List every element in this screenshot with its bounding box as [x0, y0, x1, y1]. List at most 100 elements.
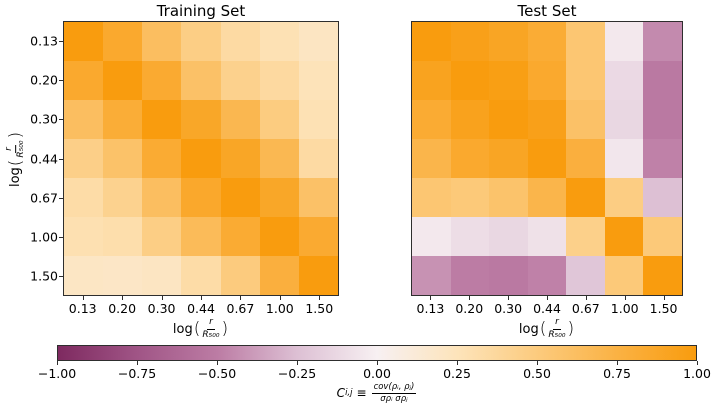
training-plot-title: Training Set — [156, 2, 246, 20]
heatmap-cell — [489, 61, 528, 100]
c-symbol: C — [336, 386, 346, 401]
colorbar-tick-label: 0.25 — [443, 366, 471, 381]
heatmap-cell — [298, 139, 338, 178]
fraction-numerator: cov(ρᵢ, ρⱼ) — [371, 382, 417, 394]
heatmap-cell — [604, 100, 644, 139]
heatmap-cell — [566, 100, 605, 139]
heatmap-cell — [566, 256, 605, 295]
heatmap-cell — [489, 178, 528, 217]
heatmap-cell — [489, 139, 528, 178]
heatmap-cell — [259, 61, 299, 100]
x-axis-tickmarks-test — [411, 296, 683, 300]
heatmap-cell — [259, 100, 299, 139]
heatmap-cell — [643, 22, 682, 61]
heatmap-cell — [64, 178, 104, 217]
heatmap-cell — [103, 61, 143, 100]
tick-mark — [59, 119, 63, 121]
heatmap-cell — [489, 256, 528, 295]
heatmap-cell — [643, 217, 682, 256]
heatmap-cell — [181, 100, 221, 139]
heatmap-cell — [259, 22, 299, 61]
tick-mark — [624, 296, 626, 300]
heatmap-cell — [450, 61, 490, 100]
log-fraction-label: log ( r R₅₀₀ ) — [519, 317, 575, 340]
tick-mark — [279, 296, 281, 300]
heatmap-cell — [643, 256, 682, 295]
heatmap-cell — [220, 100, 260, 139]
fraction-denominator: R₅₀₀ — [548, 329, 566, 340]
x-tick-label: 0.67 — [571, 301, 600, 316]
heatmap-cell — [103, 178, 143, 217]
x-tick-label: 0.67 — [226, 301, 255, 316]
fraction-denominator: R₅₀₀ — [202, 329, 220, 340]
heatmap-cell — [450, 256, 490, 295]
x-axis-tickmarks-training — [63, 296, 339, 300]
heatmap-cell — [643, 61, 682, 100]
y-tick-label: 1.50 — [30, 268, 58, 284]
x-axis-tick-labels-test: 0.13 0.20 0.30 0.44 0.67 1.00 1.50 — [411, 301, 683, 317]
colorbar-tick-label: −0.25 — [277, 366, 317, 381]
tick-mark — [240, 296, 242, 300]
heatmap-cell — [527, 178, 567, 217]
heatmap-cell — [298, 256, 338, 295]
heatmap-cell — [181, 217, 221, 256]
close-paren: ) — [221, 319, 229, 339]
heatmap-cell — [412, 256, 451, 295]
heatmap-cell — [220, 217, 260, 256]
heatmap-cell — [604, 178, 644, 217]
heatmap-cell — [643, 178, 682, 217]
heatmap-cell — [450, 22, 490, 61]
tick-mark — [59, 276, 63, 278]
equiv-symbol: ≡ — [356, 386, 367, 401]
tick-mark — [469, 296, 471, 300]
x-axis-label-training: log ( r R₅₀₀ ) — [63, 316, 339, 342]
r-over-r500-fraction: r R₅₀₀ — [202, 317, 220, 340]
heatmap-cell — [489, 217, 528, 256]
heatmap-cell — [604, 256, 644, 295]
heatmap-cell — [103, 256, 143, 295]
heatmap-cell — [450, 139, 490, 178]
r-over-r500-fraction: r R₅₀₀ — [4, 140, 27, 157]
heatmap-cell — [64, 139, 104, 178]
heatmap-cell — [103, 100, 143, 139]
heatmap-cell — [142, 100, 182, 139]
heatmap-cell — [259, 217, 299, 256]
y-tick-label: 0.67 — [30, 190, 58, 206]
y-axis-label: log ( r R₅₀₀ ) — [4, 21, 28, 296]
heatmap-cell — [259, 256, 299, 295]
y-tick-label: 0.44 — [30, 151, 58, 166]
x-tick-label: 1.50 — [649, 301, 678, 316]
x-tick-label: 1.00 — [265, 301, 294, 316]
heatmap-cell — [181, 61, 221, 100]
colorbar-tick-label: 0.50 — [523, 366, 551, 381]
heatmap-cell — [527, 22, 567, 61]
y-axis-tickmarks — [59, 21, 63, 296]
tick-mark — [547, 296, 548, 300]
heatmap-cell — [259, 139, 299, 178]
tick-mark — [201, 296, 202, 300]
colorbar-tickmarks — [57, 361, 698, 365]
tick-mark — [508, 296, 510, 300]
tick-mark — [161, 296, 163, 300]
heatmap-cell — [181, 22, 221, 61]
tick-mark — [59, 40, 63, 42]
heatmap-cell — [604, 217, 644, 256]
tick-mark — [137, 361, 138, 365]
colorbar-tick-label: −1.00 — [37, 366, 77, 381]
x-tick-label: 0.44 — [187, 301, 215, 316]
heatmap-cell — [220, 178, 260, 217]
tick-mark — [377, 361, 378, 365]
heatmap-cell — [412, 139, 451, 178]
heatmap-cell — [527, 100, 567, 139]
tick-mark — [59, 79, 63, 81]
heatmap-cell — [298, 61, 338, 100]
x-tick-label: 0.30 — [147, 301, 176, 316]
heatmap-cell — [450, 100, 490, 139]
heatmap-cell — [103, 139, 143, 178]
heatmap-cell — [220, 22, 260, 61]
heatmap-cell — [450, 178, 490, 217]
open-paren: ( — [539, 319, 547, 339]
colorbar — [57, 345, 697, 361]
tick-mark — [59, 158, 63, 160]
